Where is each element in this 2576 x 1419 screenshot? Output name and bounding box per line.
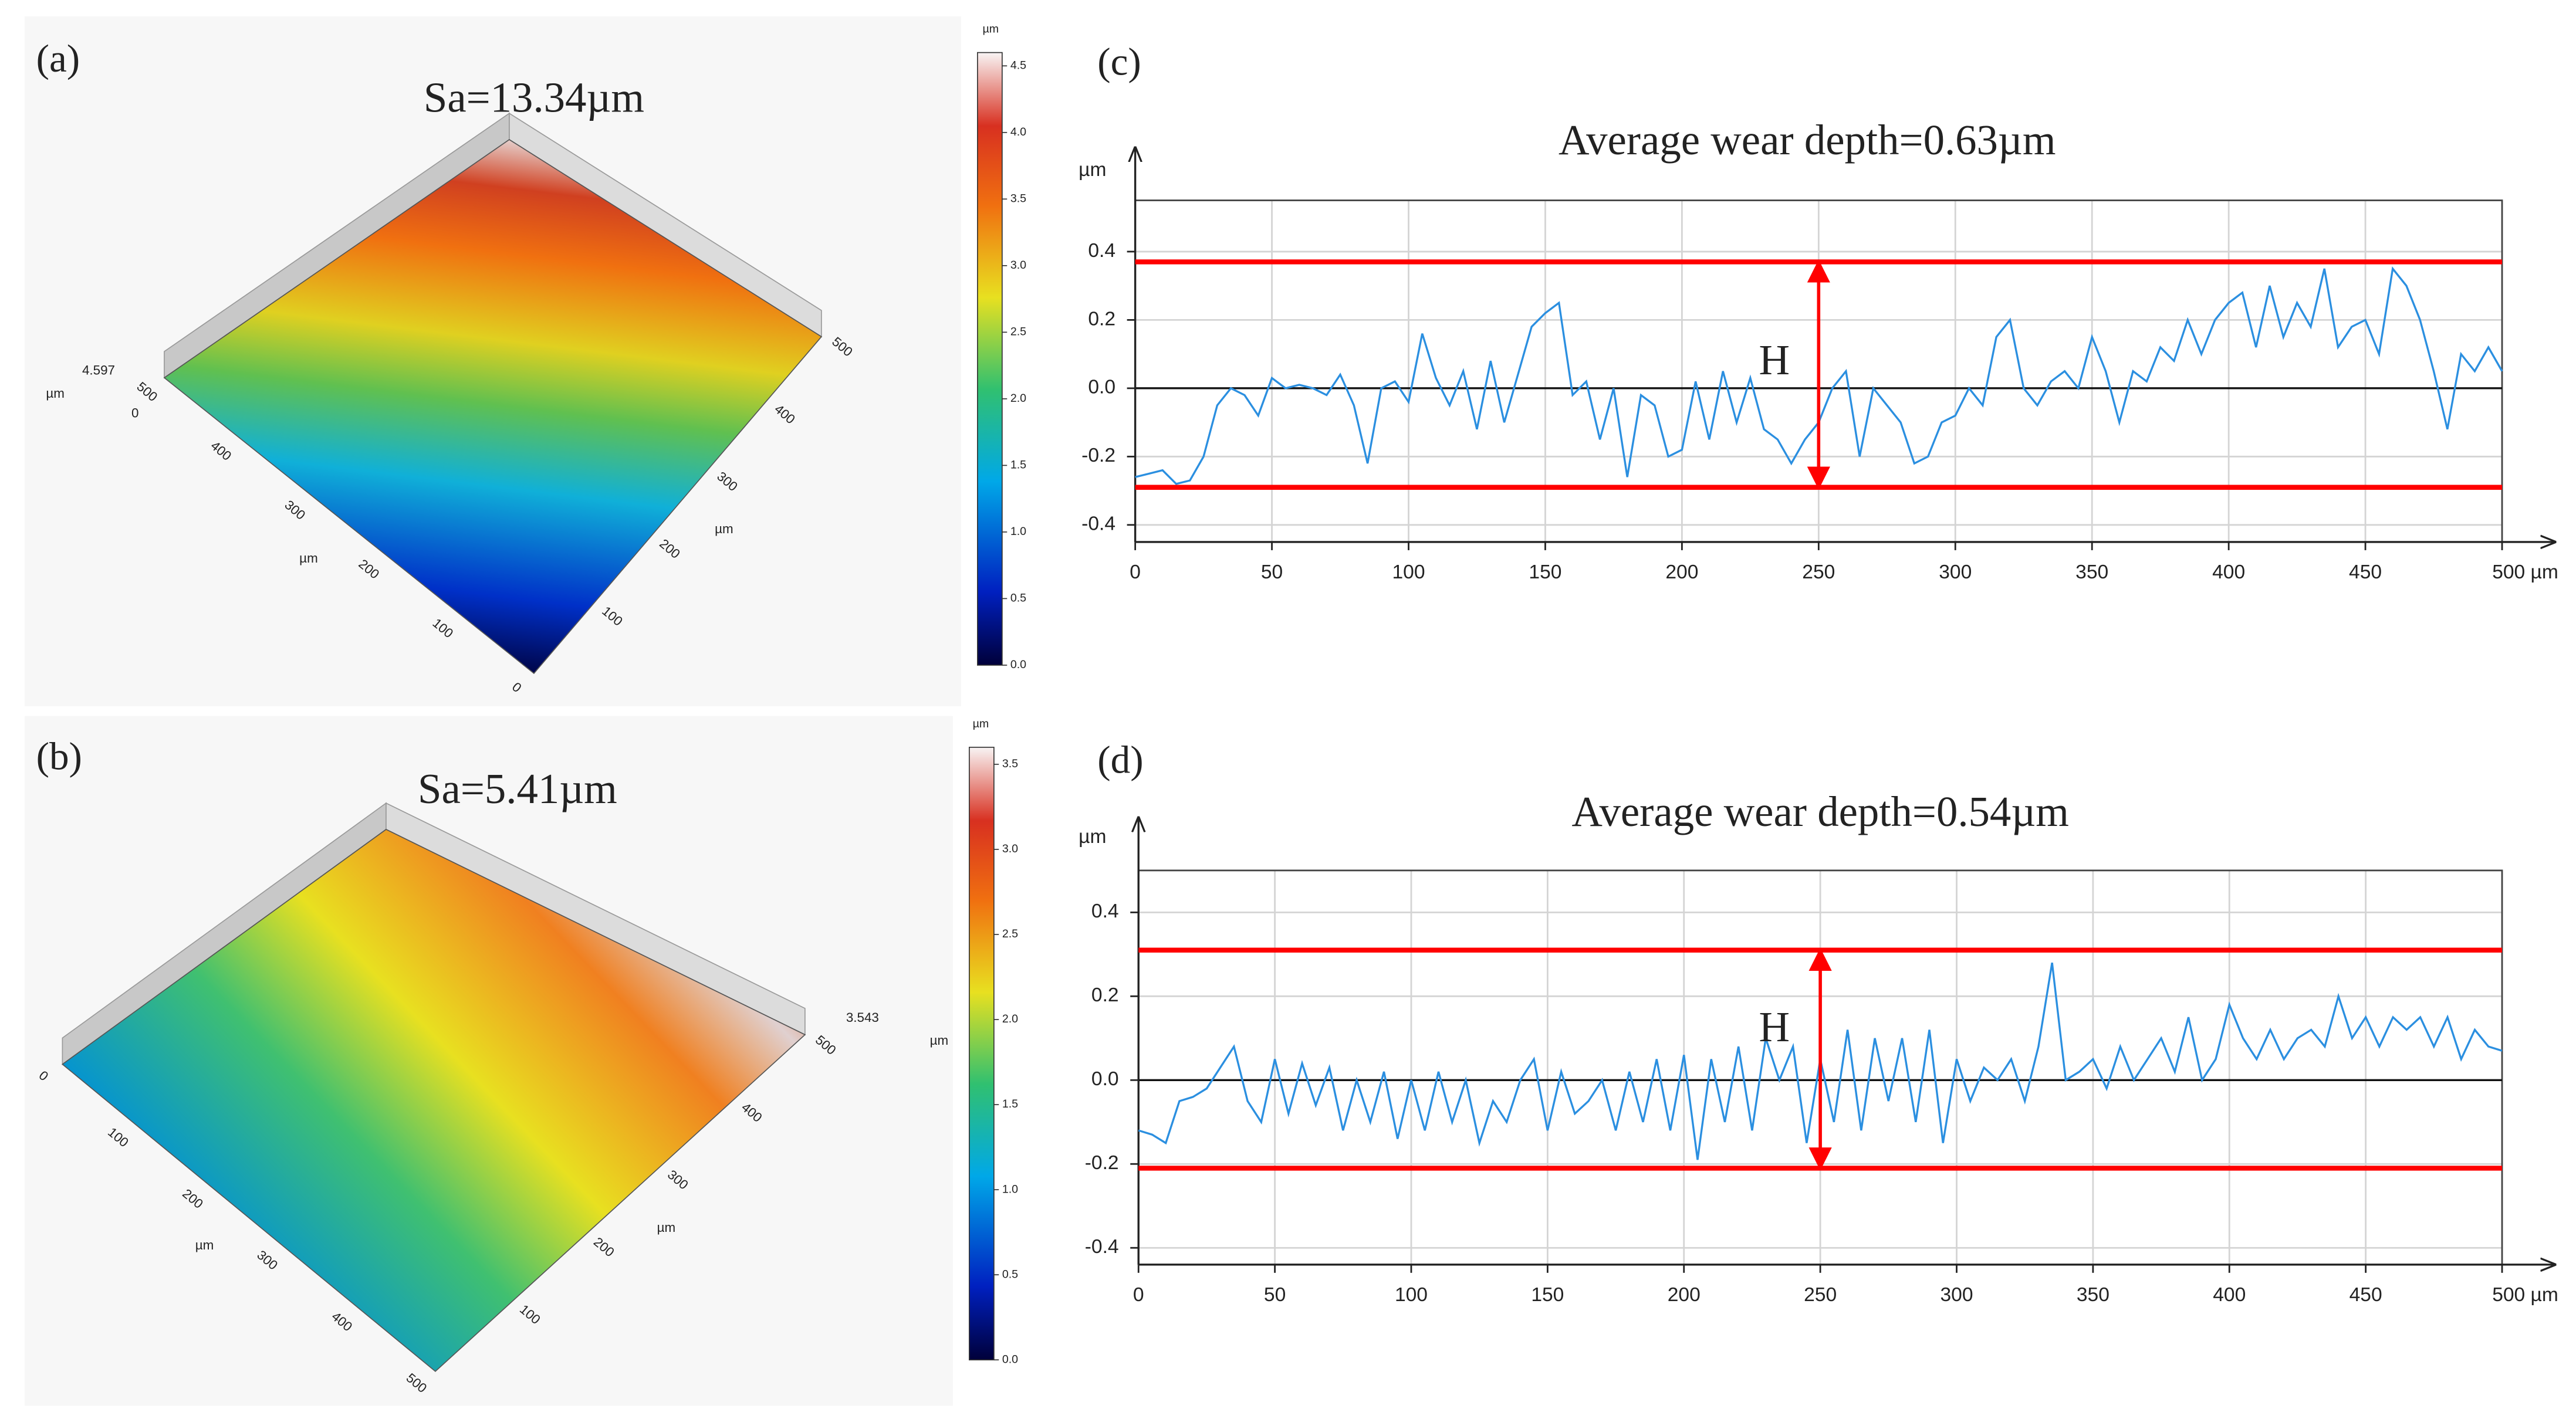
- x-tick-label: 100: [1392, 561, 1425, 583]
- y-tick-label: -0.4: [1081, 513, 1115, 535]
- surface: [62, 828, 806, 1372]
- panel-label: (b): [36, 734, 82, 778]
- y-tick-label: 0.2: [1088, 308, 1115, 330]
- x-tick-label: 200: [1665, 561, 1698, 583]
- x-tick-label: 300: [1939, 561, 1972, 583]
- y-tick-label: 0.0: [1088, 377, 1115, 398]
- colorbar-tick-label: 1.0: [1010, 525, 1026, 538]
- z-max-label: 4.597: [82, 363, 115, 378]
- axis-unit: µm: [715, 521, 733, 536]
- colorbar-tick-label: 1.5: [1002, 1098, 1018, 1110]
- colorbar-tick-label: 3.5: [1002, 757, 1018, 770]
- colorbar-tick-label: 1.5: [1010, 459, 1026, 472]
- colorbar-tick-label: 3.0: [1010, 259, 1026, 272]
- x-tick-label: 450: [2349, 561, 2382, 583]
- x-tick-label: 0: [1130, 561, 1141, 583]
- x-tick-label: 150: [1529, 561, 1561, 583]
- colorbar-tick-label: 1.0: [1002, 1183, 1018, 1196]
- x-tick-label: 350: [2077, 1284, 2110, 1306]
- z-max-label: 3.543: [846, 1010, 879, 1025]
- y-tick-label: 0.4: [1088, 240, 1115, 262]
- axis-unit: µm: [195, 1238, 214, 1252]
- axis-unit: µm: [657, 1220, 676, 1235]
- panel-label: (a): [36, 36, 80, 80]
- x-tick-label: 500 µm: [2492, 1284, 2558, 1306]
- axis-unit: µm: [299, 551, 318, 565]
- y-tick-label: 0.0: [1091, 1068, 1119, 1090]
- x-tick-label: 400: [2212, 561, 2245, 583]
- colorbar-tick-label: 0.0: [1010, 658, 1026, 671]
- x-tick-label: 50: [1264, 1284, 1286, 1306]
- colorbar: [977, 52, 1003, 666]
- y-axis-label: µm: [1079, 826, 1106, 848]
- colorbar-tick-label: 2.0: [1010, 392, 1026, 405]
- y-tick-label: -0.2: [1085, 1152, 1119, 1174]
- x-tick-label: 450: [2349, 1284, 2382, 1306]
- x-tick-label: 350: [2075, 561, 2108, 583]
- x-tick-label: 400: [2213, 1284, 2246, 1306]
- y-tick-label: -0.4: [1085, 1236, 1119, 1258]
- colorbar-tick-label: 4.5: [1010, 59, 1026, 72]
- y-axis-label: µm: [1079, 159, 1106, 181]
- colorbar: [969, 747, 995, 1361]
- x-tick-label: 200: [1668, 1284, 1701, 1306]
- x-tick-label: 0: [1133, 1284, 1144, 1306]
- chart-title: Average wear depth=0.54µm: [1571, 788, 2069, 835]
- colorbar-unit: µm: [973, 717, 989, 730]
- colorbar-unit: µm: [982, 23, 999, 36]
- colorbar-tick-label: 2.0: [1002, 1012, 1018, 1025]
- arrow-label: H: [1759, 1003, 1790, 1051]
- colorbar-tick-label: 0.5: [1010, 592, 1026, 605]
- y-tick-label: 0.2: [1091, 984, 1119, 1006]
- chart-title: Average wear depth=0.63µm: [1559, 116, 2056, 164]
- arrow-label: H: [1759, 336, 1790, 384]
- x-tick-label: 500 µm: [2492, 561, 2558, 583]
- colorbar-tick-label: 3.5: [1010, 192, 1026, 205]
- x-tick-label: 250: [1802, 561, 1835, 583]
- x-tick-label: 300: [1940, 1284, 1973, 1306]
- colorbar-tick-label: 0.5: [1002, 1268, 1018, 1281]
- colorbar-tick-label: 2.5: [1002, 927, 1018, 940]
- panel-label: (c): [1097, 39, 1141, 83]
- x-tick-label: 50: [1261, 561, 1283, 583]
- panel-title: Sa=13.34µm: [424, 73, 644, 121]
- panel-title: Sa=5.41µm: [418, 765, 617, 812]
- colorbar-tick-label: 0.0: [1002, 1353, 1018, 1366]
- surface: [163, 138, 823, 675]
- x-tick-label: 250: [1804, 1284, 1837, 1306]
- colorbar-tick-label: 2.5: [1010, 326, 1026, 338]
- panel-label: (d): [1097, 737, 1143, 781]
- x-tick-label: 150: [1531, 1284, 1564, 1306]
- z-min-label: 0: [131, 405, 138, 420]
- y-tick-label: -0.2: [1081, 445, 1115, 466]
- colorbar-tick-label: 4.0: [1010, 126, 1026, 138]
- z-unit: µm: [46, 386, 65, 401]
- y-tick-label: 0.4: [1091, 900, 1119, 922]
- colorbar-tick-label: 3.0: [1002, 842, 1018, 855]
- z-unit: µm: [930, 1033, 949, 1048]
- x-tick-label: 100: [1395, 1284, 1428, 1306]
